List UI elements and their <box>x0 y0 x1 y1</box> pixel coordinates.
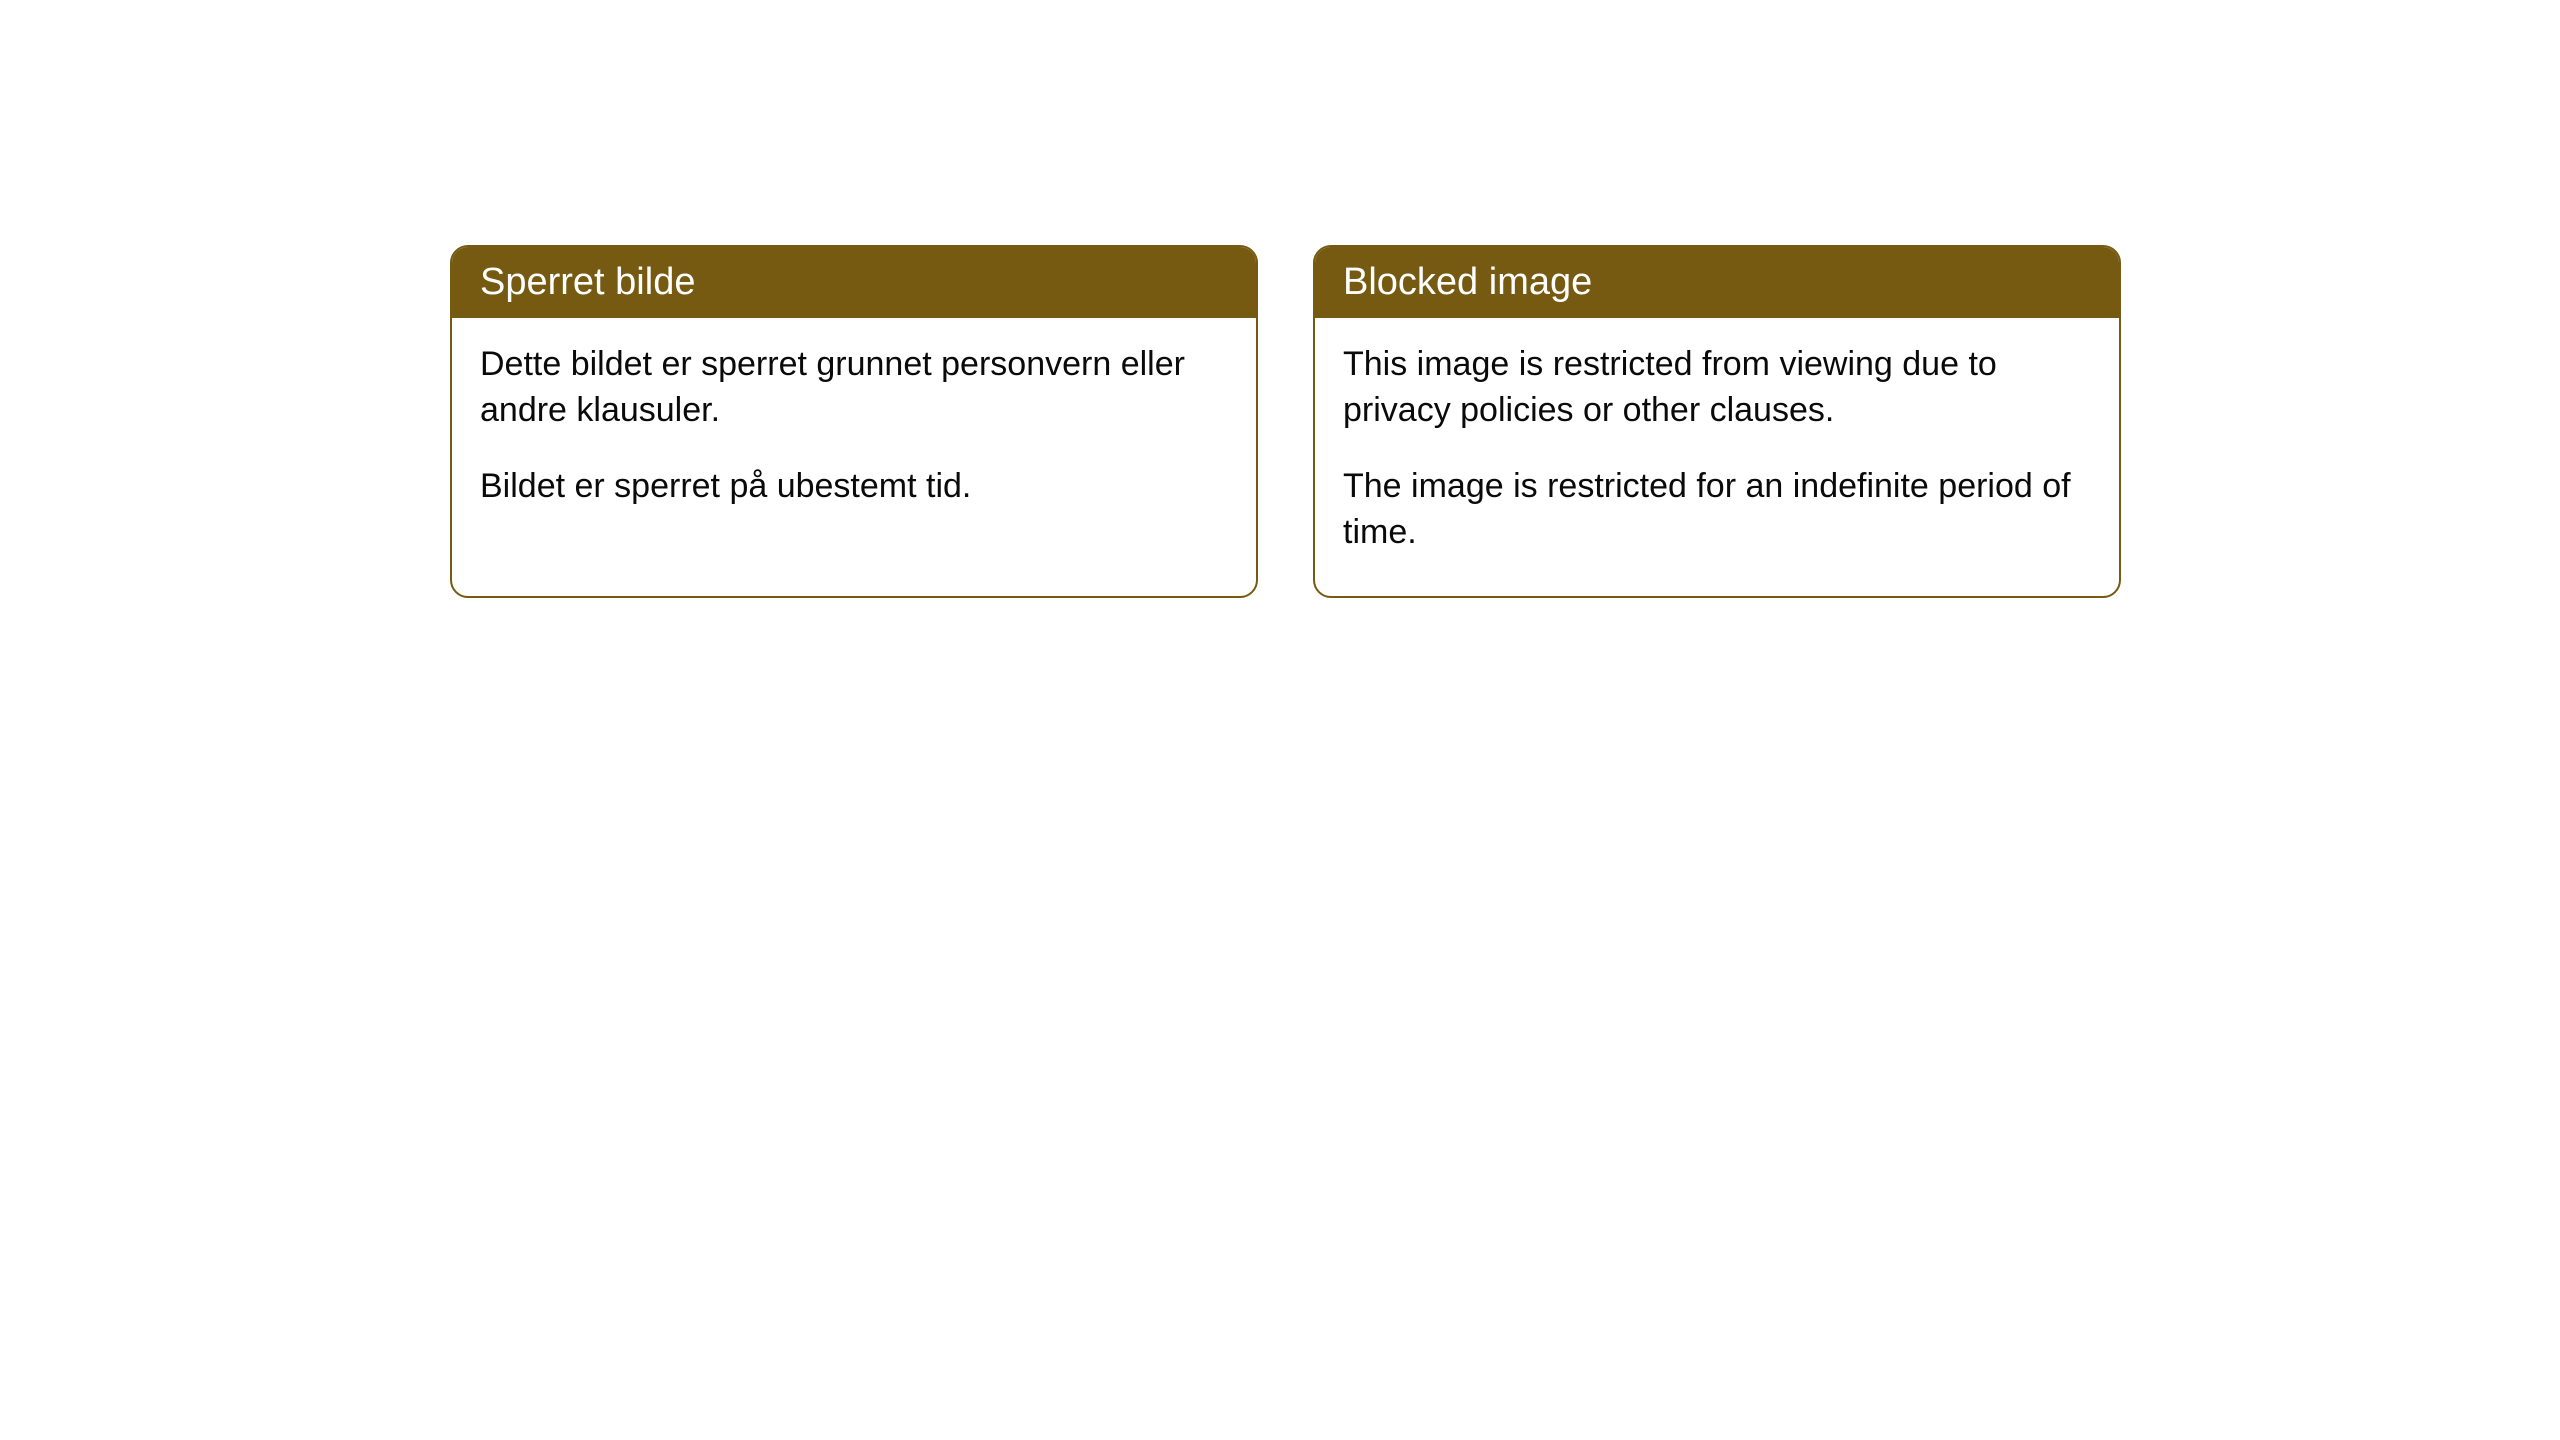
notice-cards-container: Sperret bilde Dette bildet er sperret gr… <box>450 245 2121 598</box>
card-paragraph-en-2: The image is restricted for an indefinit… <box>1343 464 2091 556</box>
card-body-no: Dette bildet er sperret grunnet personve… <box>452 318 1256 550</box>
blocked-image-card-en: Blocked image This image is restricted f… <box>1313 245 2121 598</box>
card-paragraph-no-2: Bildet er sperret på ubestemt tid. <box>480 464 1228 510</box>
card-header-no: Sperret bilde <box>452 247 1256 318</box>
card-paragraph-en-1: This image is restricted from viewing du… <box>1343 342 2091 434</box>
card-paragraph-no-1: Dette bildet er sperret grunnet personve… <box>480 342 1228 434</box>
card-body-en: This image is restricted from viewing du… <box>1315 318 2119 596</box>
card-header-en: Blocked image <box>1315 247 2119 318</box>
blocked-image-card-no: Sperret bilde Dette bildet er sperret gr… <box>450 245 1258 598</box>
